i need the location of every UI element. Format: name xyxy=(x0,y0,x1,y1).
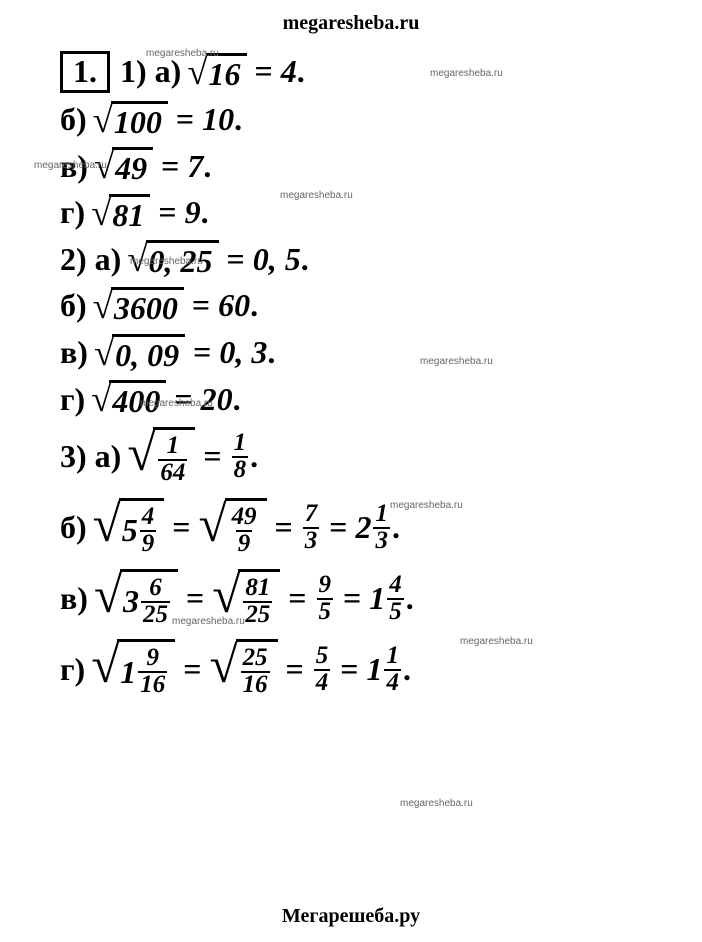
math-content: 1. 1) a) √16 = 4. б) √100 = 10. в) √49 =… xyxy=(0,41,702,700)
watermark-text: megaresheba.ru xyxy=(390,500,463,511)
item-letter: a) xyxy=(155,55,182,89)
result: 4 xyxy=(281,55,297,89)
watermark-text: megaresheba.ru xyxy=(130,256,203,267)
item-letter: б) xyxy=(60,103,87,137)
watermark-text: megaresheba.ru xyxy=(146,48,219,59)
line-1-v: в) √49 = 7. xyxy=(60,147,668,186)
site-footer: Мегарешеба.ру xyxy=(0,905,702,928)
site-header: megaresheba.ru xyxy=(0,0,702,41)
watermark-text: megaresheba.ru xyxy=(460,636,533,647)
watermark-text: megaresheba.ru xyxy=(34,160,107,171)
line-2-v: в) √0, 09 = 0, 3. xyxy=(60,334,668,373)
watermark-text: megaresheba.ru xyxy=(280,190,353,201)
watermark-text: megaresheba.ru xyxy=(400,798,473,809)
line-3-v: в) √ 3625 = √ 8125 = 95 = 145 . xyxy=(60,569,668,630)
problem-number-box: 1. xyxy=(60,51,110,93)
line-2-b: б) √3600 = 60. xyxy=(60,287,668,326)
line-3-g: г) √ 1916 = √ 2516 = 54 = 114 . xyxy=(60,639,668,700)
line-1-b: б) √100 = 10. xyxy=(60,101,668,140)
group-label: 1) xyxy=(120,55,147,89)
line-3-b: б) √ 549 = √ 499 = 73 = 213 . xyxy=(60,498,668,559)
line-3-a: 3) a) √ 164 = 18 . xyxy=(60,427,668,488)
watermark-text: megaresheba.ru xyxy=(140,398,213,409)
watermark-text: megaresheba.ru xyxy=(172,616,245,627)
line-1-g: г) √81 = 9. xyxy=(60,194,668,233)
watermark-text: megaresheba.ru xyxy=(430,68,503,79)
watermark-text: megaresheba.ru xyxy=(420,356,493,367)
